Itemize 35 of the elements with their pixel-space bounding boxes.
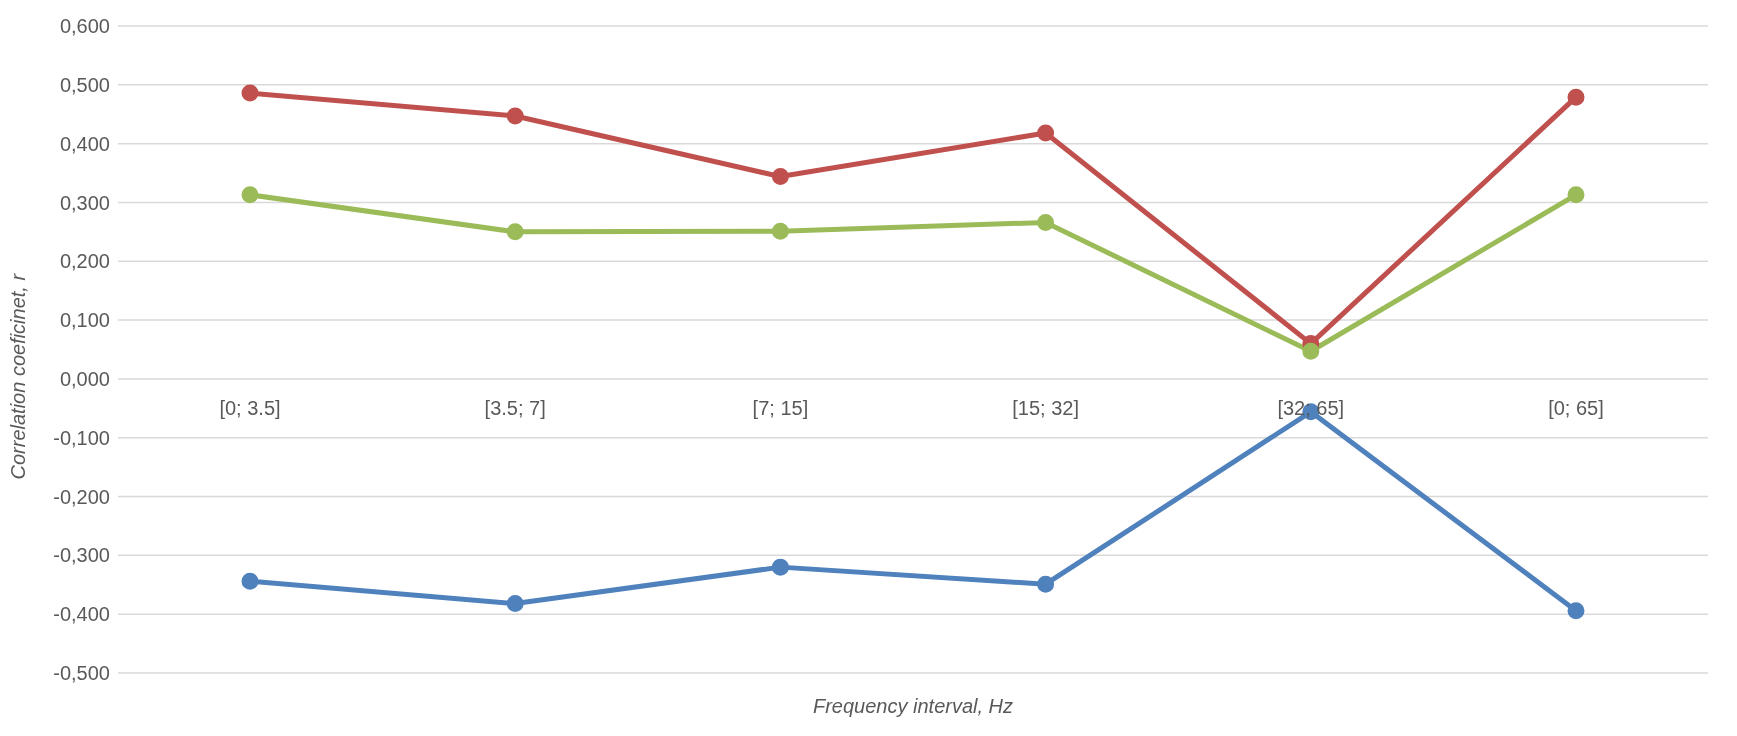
x-tick-label: [3.5; 7] <box>484 396 546 419</box>
point <box>1567 186 1585 204</box>
point <box>1037 124 1055 142</box>
y-tick-label: -0,100 <box>53 426 110 449</box>
point <box>506 107 524 125</box>
point <box>1302 342 1320 360</box>
y-tick-label: 0,100 <box>59 309 110 332</box>
y-axis-title: Correlation coeficinet, r <box>7 272 30 480</box>
point <box>506 223 524 241</box>
x-tick-label: [0; 3.5] <box>219 396 281 419</box>
point <box>1037 213 1055 231</box>
point <box>1567 88 1585 106</box>
point <box>1037 575 1055 593</box>
point <box>241 186 259 204</box>
y-tick-label: 0,000 <box>59 368 110 391</box>
point <box>241 572 259 590</box>
y-tick-label: 0,500 <box>59 73 110 96</box>
x-tick-label: [15; 32] <box>1012 396 1079 419</box>
y-tick-label: -0,200 <box>53 485 110 508</box>
point <box>771 168 789 186</box>
x-tick-label: [7; 15] <box>752 396 809 419</box>
point <box>506 595 524 613</box>
y-tick-label: 0,600 <box>59 15 110 38</box>
y-tick-label: -0,500 <box>53 662 110 685</box>
point <box>771 222 789 240</box>
y-tick-label: -0,300 <box>53 544 110 567</box>
y-tick-label: 0,300 <box>59 191 110 214</box>
y-tick-label: 0,400 <box>59 132 110 155</box>
point <box>771 558 789 576</box>
point <box>241 84 259 102</box>
y-tick-label: 0,200 <box>59 250 110 273</box>
point <box>1567 602 1585 620</box>
x-axis-title: Frequency interval, Hz <box>812 695 1014 717</box>
y-tick-label: -0,400 <box>53 603 110 626</box>
x-tick-label: [0; 65] <box>1548 396 1604 419</box>
